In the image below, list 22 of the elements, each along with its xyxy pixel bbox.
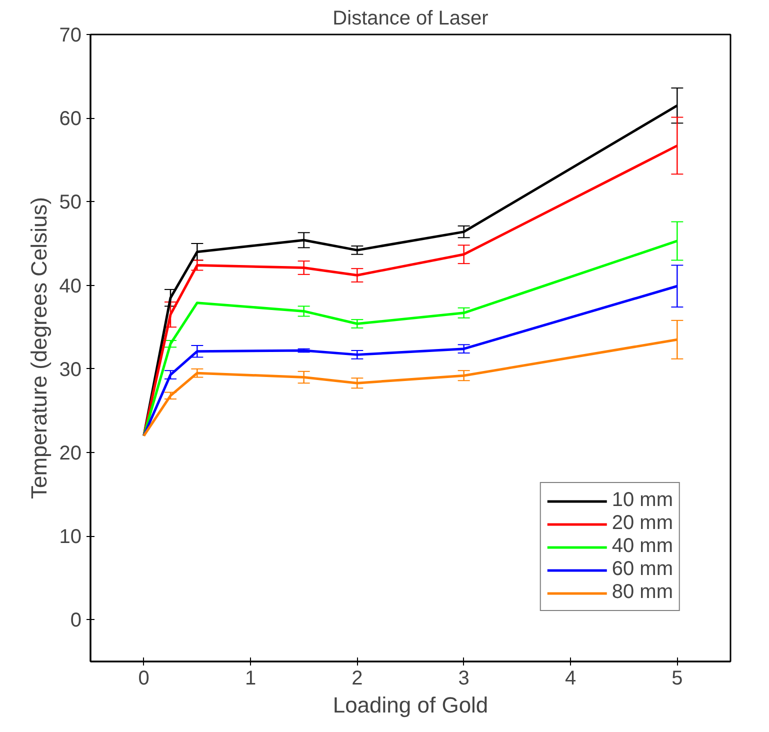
y-tick-label: 70 xyxy=(59,24,82,46)
legend-label: 20 mm xyxy=(612,512,673,535)
x-tick-label: 3 xyxy=(458,668,470,690)
x-tick-label: 0 xyxy=(138,668,150,690)
x-axis-title: Loading of Gold xyxy=(332,692,488,718)
y-tick-label: 60 xyxy=(59,108,82,130)
legend-label: 10 mm xyxy=(612,489,673,512)
x-tick-label: 4 xyxy=(564,668,576,690)
y-axis-title: Temperature (degrees Celsius) xyxy=(26,196,52,500)
x-tick-label: 1 xyxy=(244,668,256,690)
y-tick-label: 50 xyxy=(59,192,82,214)
x-tick-label: 2 xyxy=(352,668,363,690)
chart-title: Distance of Laser xyxy=(332,8,489,30)
y-tick-label: 0 xyxy=(70,610,82,632)
y-tick-label: 20 xyxy=(59,442,82,464)
y-tick-label: 30 xyxy=(59,358,82,381)
legend-label: 60 mm xyxy=(612,558,673,581)
legend-label: 40 mm xyxy=(612,535,673,558)
y-tick-label: 10 xyxy=(59,526,82,548)
legend-label: 80 mm xyxy=(612,581,673,604)
y-tick-label: 40 xyxy=(59,275,82,298)
x-tick-label: 5 xyxy=(672,668,683,690)
